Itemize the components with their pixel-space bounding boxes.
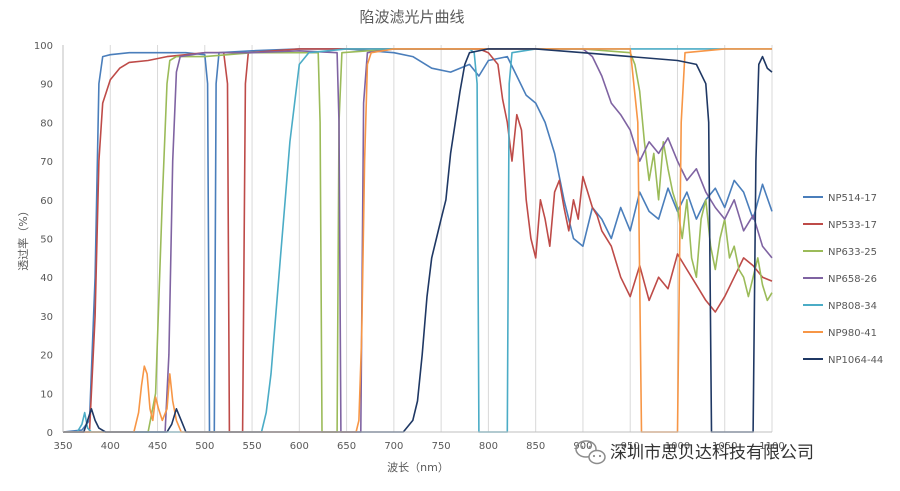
legend-label: NP980-41 bbox=[828, 328, 877, 339]
axes bbox=[62, 45, 772, 433]
x-tick-label: 500 bbox=[195, 441, 214, 452]
watermark: 深圳市思贝达科技有限公司 bbox=[575, 440, 814, 465]
y-tick-label: 100 bbox=[34, 41, 53, 52]
legend-item-np514-17: NP514-17 bbox=[803, 193, 877, 204]
x-tick-label: 1100 bbox=[759, 441, 784, 452]
x-tick-label: 550 bbox=[243, 441, 262, 452]
wechat-icon bbox=[575, 440, 606, 465]
x-tick-label: 400 bbox=[101, 441, 120, 452]
x-tick-label: 850 bbox=[526, 441, 545, 452]
legend-label: NP633-25 bbox=[828, 247, 877, 258]
legend-item-np533-17: NP533-17 bbox=[803, 220, 877, 231]
y-tick-label: 0 bbox=[47, 428, 53, 439]
legend-item-np808-34: NP808-34 bbox=[803, 301, 877, 312]
x-tick-label: 450 bbox=[148, 441, 167, 452]
legend-item-np633-25: NP633-25 bbox=[803, 247, 877, 258]
x-tick-label: 600 bbox=[290, 441, 309, 452]
grid bbox=[109, 45, 773, 432]
y-tick-label: 90 bbox=[40, 80, 53, 91]
series-line-np514-17 bbox=[62, 48, 773, 433]
y-tick-label: 70 bbox=[40, 157, 53, 168]
y-tick-label: 60 bbox=[40, 196, 53, 207]
legend-label: NP808-34 bbox=[828, 301, 877, 312]
legend-label: NP1064-44 bbox=[828, 355, 883, 366]
legend-label: NP533-17 bbox=[828, 220, 877, 231]
legend-label: NP514-17 bbox=[828, 193, 877, 204]
legend-item-np658-26: NP658-26 bbox=[803, 274, 877, 285]
x-tick-label: 650 bbox=[337, 441, 356, 452]
legend-item-np1064-44: NP1064-44 bbox=[803, 355, 883, 366]
x-tick-label: 950 bbox=[621, 441, 640, 452]
y-axis-label: 透过率（%） bbox=[16, 205, 30, 270]
y-tick-label: 80 bbox=[40, 118, 53, 129]
x-tick-label: 1050 bbox=[712, 441, 737, 452]
x-tick-label: 350 bbox=[53, 441, 72, 452]
legend-label: NP658-26 bbox=[828, 274, 877, 285]
x-axis-label: 波长（nm） bbox=[387, 461, 449, 474]
x-tick-label: 700 bbox=[384, 441, 403, 452]
series-line-np633-25 bbox=[63, 48, 773, 433]
chart-title: 陷波滤光片曲线 bbox=[359, 8, 464, 26]
y-tick-label: 40 bbox=[40, 273, 53, 284]
x-tick-label: 750 bbox=[432, 441, 451, 452]
y-tick-label: 50 bbox=[40, 235, 53, 246]
y-tick-labels: 0 10 20 30 40 50 60 70 80 90 100 bbox=[34, 41, 53, 439]
watermark-text: 深圳市思贝达科技有限公司 bbox=[610, 443, 814, 463]
legend: NP514-17 NP533-17 NP633-25 NP658-26 NP808-34… bbox=[803, 193, 883, 366]
y-tick-label: 10 bbox=[40, 389, 53, 400]
series-line-np980-41 bbox=[63, 48, 772, 433]
series-lines bbox=[62, 48, 773, 433]
y-tick-label: 20 bbox=[40, 351, 53, 362]
x-tick-label: 1000 bbox=[665, 441, 690, 452]
x-tick-label: 800 bbox=[479, 441, 498, 452]
legend-item-np980-41: NP980-41 bbox=[803, 328, 877, 339]
y-tick-label: 30 bbox=[40, 312, 53, 323]
